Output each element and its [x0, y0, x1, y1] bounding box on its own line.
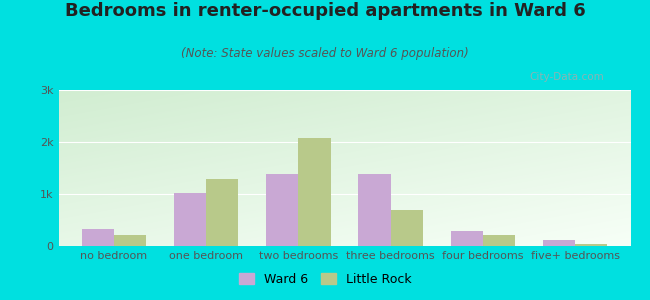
Bar — [543, 240, 575, 246]
Bar — [81, 230, 114, 246]
Text: Bedrooms in renter-occupied apartments in Ward 6: Bedrooms in renter-occupied apartments i… — [64, 2, 586, 20]
Bar — [450, 231, 483, 246]
Bar — [266, 174, 298, 246]
Bar — [174, 193, 206, 246]
Bar — [391, 210, 423, 246]
Bar — [483, 235, 515, 246]
Bar — [114, 235, 146, 246]
Bar — [358, 174, 391, 246]
Text: City-Data.com: City-Data.com — [530, 72, 605, 82]
Bar — [298, 138, 331, 246]
Legend: Ward 6, Little Rock: Ward 6, Little Rock — [234, 268, 416, 291]
Bar — [575, 244, 608, 246]
Bar — [206, 179, 239, 246]
Text: (Note: State values scaled to Ward 6 population): (Note: State values scaled to Ward 6 pop… — [181, 46, 469, 59]
